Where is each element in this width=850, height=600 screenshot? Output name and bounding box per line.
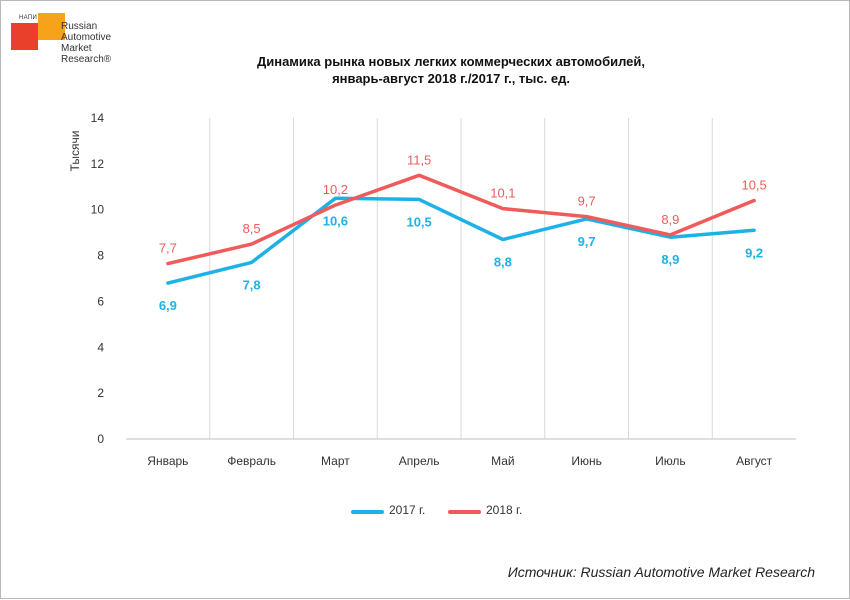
data-label-2017: 8,8 (494, 255, 512, 270)
logo-tag: НАПИ (19, 15, 38, 21)
x-tick-label: Июль (655, 454, 686, 468)
y-tick-label: 0 (97, 432, 104, 446)
data-label-2017: 10,6 (323, 213, 348, 228)
data-label-2018: 10,5 (741, 178, 766, 193)
chart-title-line: январь-август 2018 г./2017 г., тыс. ед. (332, 71, 570, 86)
data-label-2018: 10,1 (490, 186, 515, 201)
legend-label-2018: 2018 г. (486, 503, 523, 517)
y-tick-label: 14 (91, 111, 105, 125)
data-label-2017: 6,9 (159, 298, 177, 313)
data-label-2017: 7,8 (243, 277, 261, 292)
data-label-2017: 10,5 (406, 214, 431, 229)
chart-title: Динамика рынка новых легких коммерческих… (171, 53, 731, 87)
y-axis-title: Тысячи (68, 131, 82, 172)
logo: НАПИ Russian Automotive Market Research® (11, 11, 121, 81)
logo-brand-line: Automotive (61, 32, 112, 43)
y-tick-label: 10 (91, 203, 105, 217)
x-tick-label: Апрель (399, 454, 440, 468)
logo-orange-square (38, 13, 65, 40)
y-tick-label: 2 (97, 386, 104, 400)
x-tick-label: Март (321, 454, 350, 468)
x-tick-label: Июнь (571, 454, 602, 468)
data-label-2018: 8,9 (661, 212, 679, 227)
logo-red-square (11, 23, 38, 50)
series-line-2018 (166, 173, 756, 266)
logo-brand-line: Market (61, 43, 92, 54)
legend-label-2017: 2017 г. (389, 503, 426, 517)
source-note: Источник: Russian Automotive Market Rese… (507, 564, 815, 580)
data-label-2017: 8,9 (661, 252, 679, 267)
x-tick-label: Август (736, 454, 773, 468)
data-label-2017: 9,7 (578, 234, 596, 249)
y-tick-label: 12 (91, 157, 105, 171)
data-label-2018: 8,5 (243, 221, 261, 236)
logo-brand: Russian Automotive Market Research® (61, 21, 111, 65)
legend-swatch-2018 (448, 510, 481, 514)
x-tick-label: Февраль (227, 454, 276, 468)
data-label-2018: 11,5 (407, 152, 431, 167)
data-label-2018: 9,7 (578, 194, 596, 209)
y-tick-label: 8 (97, 249, 104, 263)
x-tick-label: Январь (147, 454, 188, 468)
data-label-2018: 7,7 (159, 241, 177, 256)
logo-brand-line: Research® (61, 54, 112, 65)
data-label-2018: 10,2 (323, 182, 348, 197)
chart-title-line: Динамика рынка новых легких коммерческих… (256, 54, 646, 69)
legend-swatch-2017 (351, 510, 384, 514)
y-tick-label: 6 (97, 294, 104, 308)
x-tick-label: Май (491, 454, 515, 468)
series-line-2017 (166, 196, 756, 285)
logo-brand-line: Russian (61, 21, 98, 32)
data-label-2017: 9,2 (745, 245, 763, 260)
y-tick-label: 4 (97, 340, 104, 354)
